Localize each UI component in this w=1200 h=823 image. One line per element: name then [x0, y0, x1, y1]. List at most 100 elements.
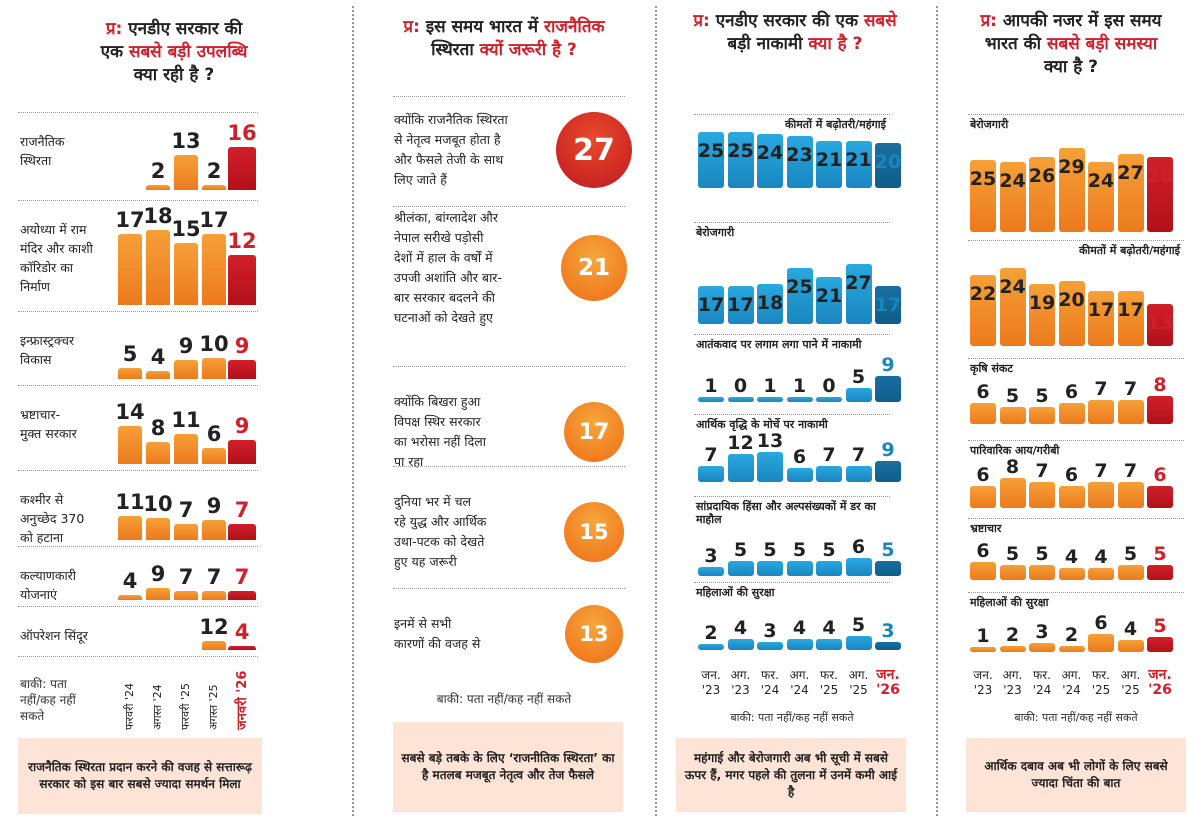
- reason-text-line: विपक्ष स्थिर सरकार: [394, 414, 481, 429]
- x-tick-line: अग.: [789, 668, 810, 682]
- row-divider: [18, 385, 258, 386]
- reason-text-line: इनमें से सभी: [394, 616, 452, 631]
- row-divider: [18, 546, 258, 547]
- bar: [228, 590, 256, 600]
- bar-value: 1: [763, 375, 777, 397]
- row-divider: [18, 656, 258, 657]
- bar-value: 8: [1005, 456, 1020, 478]
- value-circle: 17: [564, 402, 624, 462]
- title-highlight: क्या है ?: [802, 34, 863, 54]
- bar-value: 6: [1064, 463, 1079, 486]
- bar-value: 9: [881, 354, 895, 376]
- bar: [816, 638, 842, 650]
- bar: [174, 360, 198, 379]
- x-axis-label: जनवरी '26: [235, 670, 250, 730]
- x-tick-line: अग.: [1002, 668, 1023, 682]
- reason-text-line: दुनिया भर में चल: [394, 494, 472, 509]
- row-label-line: को हटाना: [20, 530, 64, 545]
- title-text: भारत की: [984, 34, 1047, 54]
- bar: [845, 140, 872, 188]
- bar-value: 5: [851, 614, 866, 636]
- bar: [999, 162, 1026, 232]
- row-divider: [18, 470, 258, 471]
- value-circle: 13: [565, 605, 623, 663]
- bar-value: 14: [115, 399, 145, 424]
- bar: [1147, 156, 1173, 232]
- bar-value: 12: [199, 614, 229, 639]
- bar-value: 1: [792, 375, 807, 397]
- bar-value: 22: [969, 282, 997, 305]
- bar: [816, 561, 842, 576]
- series-label: महिलाओं की सुरक्षा: [970, 596, 1049, 609]
- x-tick-label: अग. '24: [785, 668, 815, 698]
- bar-value: 25: [697, 140, 725, 162]
- bar-value: 15: [171, 216, 201, 241]
- reason-text-line: घटनाओं को देखते हुए: [394, 310, 493, 325]
- bar-value: 6: [1153, 463, 1167, 486]
- bar: [727, 454, 754, 482]
- bar: [845, 558, 872, 576]
- title-highlight: सबसे बड़ी समस्या: [1047, 34, 1158, 54]
- x-tick-label: फर. '24: [755, 668, 785, 698]
- bar: [228, 524, 256, 540]
- panel-failure: प्र: एनडीए सरकार की एक सबसे बड़ी नाकामी क…: [660, 0, 930, 823]
- bar: [1147, 565, 1173, 580]
- row-divider: [694, 414, 890, 415]
- bar: [786, 561, 813, 576]
- row-label-line: निर्माण: [20, 279, 50, 294]
- reason-text-line: देशों में हाल के वर्षों में: [394, 250, 493, 265]
- row-label-line: अयोध्या में राम: [20, 222, 87, 237]
- bar: [875, 286, 901, 324]
- question-prefix: प्र:: [105, 19, 129, 39]
- bar: [727, 286, 754, 324]
- bar-value: 13: [756, 430, 784, 452]
- row-label-line: अनुच्छेद 370: [20, 511, 85, 526]
- footer-note: आर्थिक दबाव अब भी लोगों के लिए सबसे ज्या…: [966, 738, 1186, 812]
- bar-value: 1: [704, 375, 718, 397]
- bar-value: 5: [1153, 615, 1167, 637]
- bar: [228, 439, 256, 464]
- bar: [1029, 156, 1055, 232]
- bar: [698, 644, 724, 650]
- x-tick-label: अग. '25: [844, 668, 874, 698]
- x-tick-label: जन. '26: [1145, 668, 1175, 698]
- bar-value: 9: [234, 334, 250, 358]
- row-label: भ्रष्टाचार- मुक्त सरकार: [20, 405, 130, 443]
- x-tick-line: अग.: [848, 668, 869, 682]
- bar-value: 29: [1058, 156, 1085, 178]
- footer-note: राजनैतिक स्थिरता प्रदान करने की वजह से स…: [18, 738, 262, 814]
- rest-note: बाकी: पता नहीं/कह नहीं सकते: [730, 711, 854, 724]
- x-tick-label: अग. '23: [726, 668, 756, 698]
- reason-text-line: श्रीलंका, बांग्लादेश और: [394, 210, 498, 225]
- x-tick-line: फर.: [761, 668, 779, 682]
- x-tick-label: अग. '24: [1057, 668, 1087, 698]
- bar: [1147, 396, 1173, 424]
- title-highlight: क्यों जरूरी है ?: [473, 40, 577, 60]
- bar-value: 7: [704, 443, 718, 466]
- bar-value: 4: [122, 568, 138, 593]
- bar: [698, 286, 724, 324]
- bar: [757, 397, 783, 402]
- x-tick-label: फर. '25: [1086, 668, 1116, 698]
- bar: [786, 638, 813, 650]
- x-tick-line: '24: [1032, 683, 1052, 697]
- bar-value: 8: [1153, 374, 1167, 396]
- series-label: कीमतों में बढ़ोतरी/महंगाई: [1078, 244, 1180, 257]
- question-title: प्र: एनडीए सरकार की एक सबसे बड़ी नाकामी क…: [660, 10, 930, 56]
- row-label: इन्फ्रास्ट्रक्चर विकास: [20, 331, 130, 369]
- x-tick-line: '23: [973, 683, 993, 697]
- bar-value: 16: [227, 121, 257, 146]
- bar-value: 10: [143, 491, 173, 516]
- bar-value: 6: [976, 540, 990, 562]
- x-axis-label: अगस्त '24: [151, 684, 164, 730]
- bar-value: 5: [1035, 543, 1049, 565]
- title-highlight: सबसे बड़ी उपलब्धि: [128, 42, 248, 62]
- row-divider: [968, 358, 1184, 359]
- bar-value: 6: [851, 536, 866, 558]
- bar-value: 17: [727, 294, 754, 317]
- bar: [1088, 634, 1114, 652]
- title-text: क्या है ?: [1043, 57, 1099, 77]
- bar: [1117, 565, 1144, 580]
- bar-value: 24: [756, 142, 784, 165]
- bar-value: 27: [1117, 161, 1144, 184]
